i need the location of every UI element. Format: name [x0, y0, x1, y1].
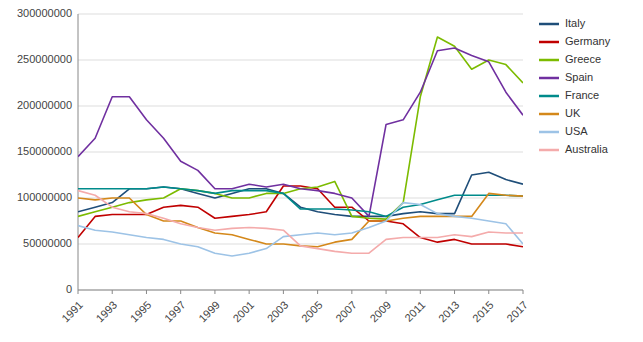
series-line — [78, 37, 523, 219]
x-tick — [523, 290, 524, 294]
legend-swatch — [539, 23, 559, 26]
x-tick — [317, 290, 318, 294]
x-tick — [454, 290, 455, 294]
grid-line — [78, 106, 523, 107]
legend-label: UK — [565, 107, 581, 119]
series-line — [78, 191, 523, 254]
legend-label: Australia — [565, 143, 609, 155]
y-tick-label: 150000000 — [17, 145, 72, 157]
y-axis-line — [78, 14, 79, 290]
legend-label: Italy — [565, 17, 586, 29]
x-tick-label: 2009 — [367, 299, 393, 325]
legend-label: Greece — [565, 53, 601, 65]
grid-line — [78, 60, 523, 61]
series-line — [78, 193, 523, 246]
x-tick — [214, 290, 215, 294]
x-tick — [249, 290, 250, 294]
x-tick-label: 1999 — [196, 299, 222, 325]
x-tick — [146, 290, 147, 294]
y-tick-label: 300000000 — [17, 7, 72, 19]
legend-swatch — [539, 131, 559, 134]
legend: Italy Germany Greece Spain France UK USA Austra… — [539, 17, 611, 155]
legend-label: USA — [565, 125, 588, 137]
x-tick — [386, 290, 387, 294]
legend-swatch — [539, 113, 559, 116]
legend-label: France — [565, 89, 599, 101]
legend-swatch — [539, 59, 559, 62]
x-tick-label: 1993 — [94, 299, 120, 325]
x-tick-label: 2007 — [333, 299, 359, 325]
series-line — [78, 203, 523, 256]
x-tick-label: 1997 — [162, 299, 188, 325]
x-tick-label: 1991 — [59, 299, 85, 325]
y-tick-label: 50000000 — [23, 237, 72, 249]
x-tick — [78, 290, 79, 294]
x-tick — [351, 290, 352, 294]
x-tick-label: 1995 — [128, 299, 154, 325]
legend-swatch — [539, 41, 559, 44]
x-tick-label: 2003 — [265, 299, 291, 325]
x-tick-label: 2005 — [299, 299, 325, 325]
grid-line — [78, 152, 523, 153]
x-tick-label: 2011 — [402, 299, 427, 324]
x-tick — [488, 290, 489, 294]
x-tick-label: 2013 — [436, 299, 462, 325]
y-tick-label: 250000000 — [17, 53, 72, 65]
legend-swatch — [539, 77, 559, 80]
grid-line — [78, 244, 523, 245]
x-tick — [283, 290, 284, 294]
plot-area — [78, 37, 523, 256]
x-tick-label: 2017 — [504, 299, 530, 325]
y-tick-label: 200000000 — [17, 99, 72, 111]
x-tick — [180, 290, 181, 294]
legend-label: Germany — [565, 35, 611, 47]
x-tick — [112, 290, 113, 294]
legend-swatch — [539, 95, 559, 98]
series-line — [78, 48, 523, 216]
y-tick-label: 0 — [66, 283, 72, 295]
grid-line — [78, 290, 523, 291]
legend-swatch — [539, 149, 559, 152]
grid-line — [78, 198, 523, 199]
series-line — [78, 172, 523, 216]
x-tick — [420, 290, 421, 294]
grid-line — [78, 14, 523, 15]
x-tick-label: 2015 — [470, 299, 496, 325]
y-tick-label: 100000000 — [17, 191, 72, 203]
grid — [78, 14, 523, 290]
legend-label: Spain — [565, 71, 593, 83]
x-axis-line — [78, 290, 523, 291]
axes: 0 50000000 100000000 150000000 200000000 2500… — [17, 7, 530, 324]
chart: 0 50000000 100000000 150000000 200000000 2500… — [0, 0, 643, 342]
x-tick-label: 2001 — [230, 299, 256, 325]
